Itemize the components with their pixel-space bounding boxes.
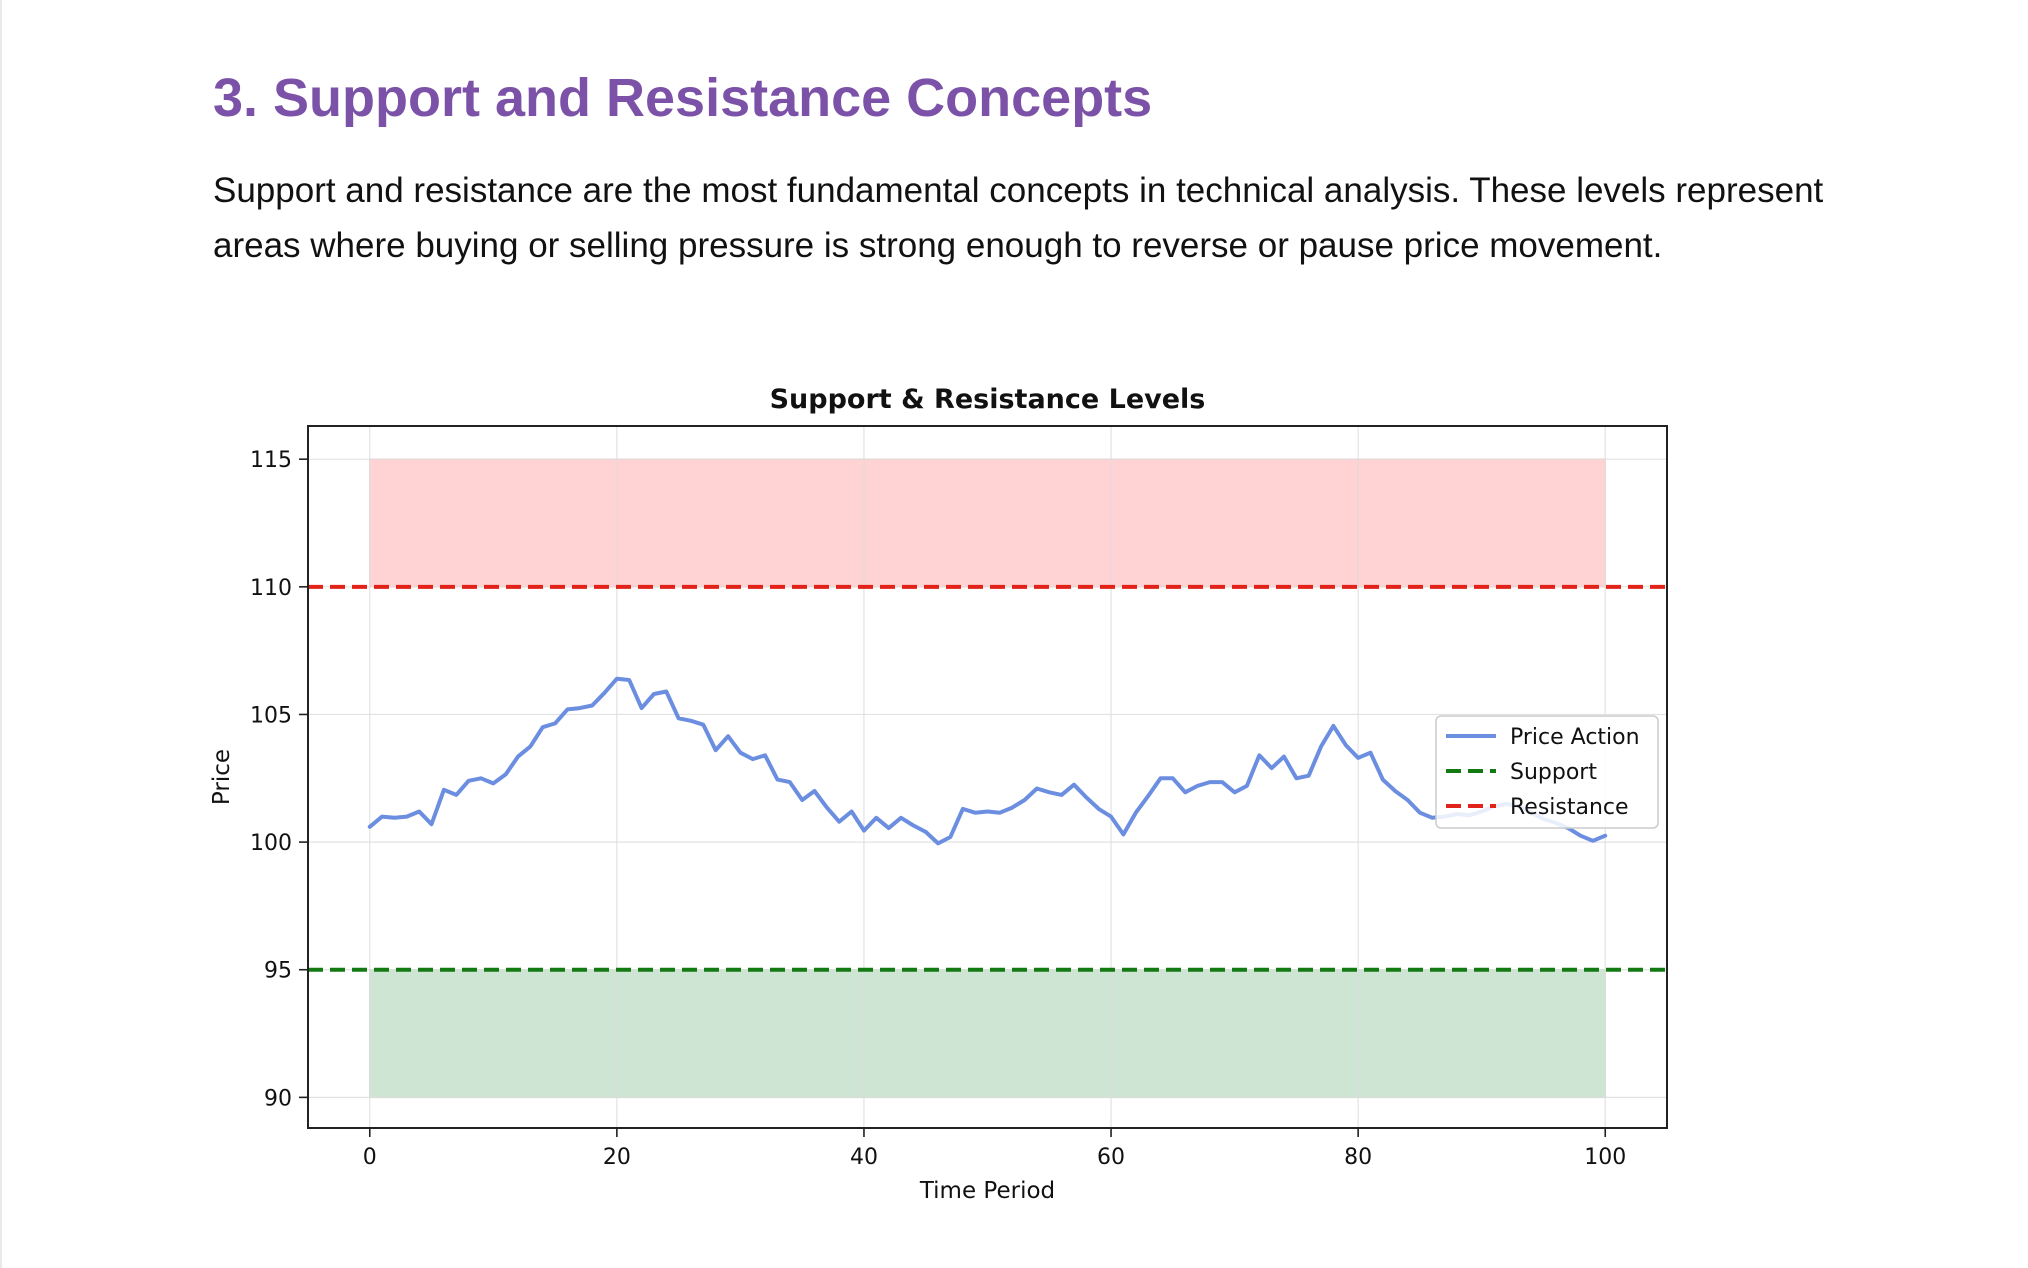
y-tick-label: 90 (264, 1086, 292, 1111)
plot-frame (307, 425, 1668, 1129)
legend-label-resistance: Resistance (1510, 795, 1629, 820)
zones-layer (369, 458, 1606, 1099)
chart-title: Support & Resistance Levels (770, 384, 1206, 415)
x-tick-label: 0 (363, 1145, 377, 1170)
x-tick-label: 20 (603, 1145, 631, 1170)
series-layer (367, 676, 1608, 846)
x-tick-label: 60 (1097, 1145, 1125, 1170)
intro-paragraph: Support and resistance are the most fund… (213, 171, 1824, 265)
support-resistance-chart: 0 20 40 60 80 100 90 95 100 105 110 115 Price Actio… (195, 375, 1855, 1204)
zone-support (369, 968, 1606, 1099)
legend: Price Action Support Resistance (1435, 715, 1659, 829)
axes-layer: 0 20 40 60 80 100 90 95 100 105 110 115 (250, 448, 1626, 1170)
legend-label-price-action: Price Action (1510, 725, 1640, 750)
chart-canvas: 0 20 40 60 80 100 90 95 100 105 110 115 Price Actio… (209, 384, 1668, 1204)
levels-layer (308, 584, 1667, 972)
section-heading: 3. Support and Resistance Concepts (213, 68, 1153, 128)
x-tick-label: 100 (1584, 1145, 1626, 1170)
y-tick-label: 115 (250, 448, 292, 473)
y-tick-label: 105 (250, 703, 292, 728)
price-action-line (367, 676, 1608, 846)
y-tick-label: 100 (250, 831, 292, 856)
y-tick-label: 110 (250, 576, 292, 601)
x-axis-label: Time Period (919, 1178, 1055, 1204)
legend-box (1435, 715, 1659, 829)
x-tick-label: 80 (1344, 1145, 1372, 1170)
legend-label-support: Support (1510, 760, 1597, 785)
x-tick-label: 40 (850, 1145, 878, 1170)
zone-resistance (369, 458, 1606, 588)
page-left-border (0, 0, 2, 1268)
y-tick-label: 95 (264, 959, 292, 984)
y-axis-label: Price (209, 749, 235, 805)
